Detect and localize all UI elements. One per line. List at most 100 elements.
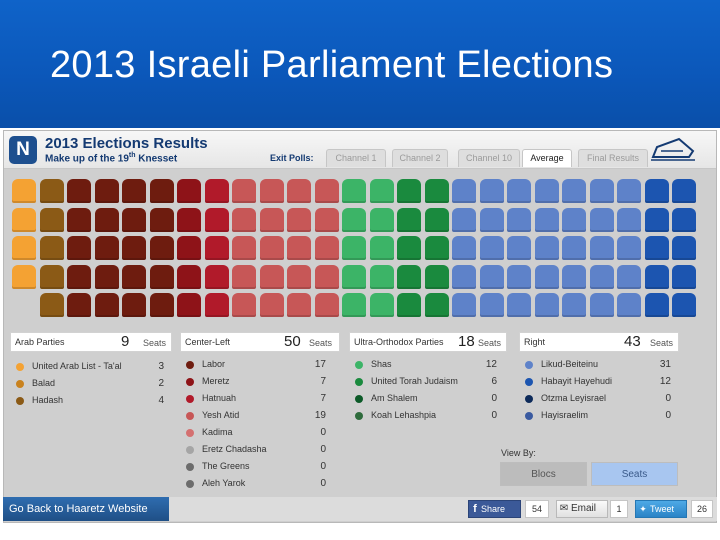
seat — [370, 265, 394, 289]
party-color-dot — [186, 412, 194, 420]
seat — [480, 179, 504, 203]
party-color-dot — [525, 395, 533, 403]
party-row: Labor 17 — [180, 357, 340, 373]
seat — [150, 293, 174, 317]
seat — [287, 208, 311, 232]
seat — [232, 236, 256, 260]
party-seats: 0 — [665, 410, 671, 421]
seat — [507, 179, 531, 203]
bottom-bar: Go Back to Haaretz Website f Share 54 ✉ Em… — [3, 497, 717, 521]
seat — [507, 293, 531, 317]
tab-channel-1[interactable]: Channel 1 — [326, 149, 386, 167]
seat — [672, 265, 696, 289]
seat — [177, 179, 201, 203]
seat — [232, 179, 256, 203]
party-name: Labor — [202, 359, 226, 369]
party-color-dot — [186, 480, 194, 488]
seat — [150, 179, 174, 203]
party-name: Am Shalem — [371, 393, 418, 403]
seat — [95, 208, 119, 232]
seat — [205, 265, 229, 289]
seat — [535, 208, 559, 232]
seat — [590, 236, 614, 260]
seat — [397, 236, 421, 260]
exit-polls-label: Exit Polls: — [270, 153, 314, 163]
party-color-dot — [186, 429, 194, 437]
party-color-dot — [186, 463, 194, 471]
party-seats: 0 — [320, 444, 326, 455]
seat — [177, 236, 201, 260]
seat — [315, 208, 339, 232]
party-color-dot — [355, 395, 363, 403]
seat — [425, 179, 449, 203]
seat-grid — [12, 179, 712, 321]
seat — [287, 236, 311, 260]
seat — [260, 179, 284, 203]
party-row: Eretz Chadasha 0 — [180, 442, 340, 458]
party-name: Meretz — [202, 376, 230, 386]
seat — [12, 179, 36, 203]
seat — [452, 293, 476, 317]
seat — [342, 236, 366, 260]
seat — [260, 208, 284, 232]
seat — [617, 293, 641, 317]
view-by-label: View By: — [501, 448, 536, 458]
party-color-dot — [186, 378, 194, 386]
party-row: Shas 12 — [349, 357, 507, 373]
seat — [177, 293, 201, 317]
seat — [205, 236, 229, 260]
tab-final-results[interactable]: Final Results — [578, 149, 648, 167]
email-button[interactable]: ✉ Email — [556, 500, 608, 518]
party-row: United Torah Judaism 6 — [349, 374, 507, 390]
seat — [590, 265, 614, 289]
party-name: The Greens — [202, 461, 250, 471]
party-seats: 12 — [659, 376, 671, 387]
back-to-haaretz-button[interactable]: Go Back to Haaretz Website — [3, 497, 169, 521]
party-name: Koah Lehashpia — [371, 410, 437, 420]
seat — [370, 293, 394, 317]
party-name: United Torah Judaism — [371, 376, 458, 386]
tweet-label: Tweet — [650, 504, 675, 514]
party-color-dot — [16, 363, 24, 371]
seat — [95, 265, 119, 289]
party-name: Kadima — [202, 427, 233, 437]
party-name: Hatnuah — [202, 393, 237, 403]
party-color-dot — [186, 395, 194, 403]
tab-channel-2[interactable]: Channel 2 — [392, 149, 448, 167]
seat — [177, 208, 201, 232]
facebook-share-button[interactable]: f Share — [468, 500, 521, 518]
seat — [645, 236, 669, 260]
seat — [645, 179, 669, 203]
view-by-seats-button[interactable]: Seats — [591, 462, 678, 486]
seat — [397, 293, 421, 317]
twitter-bird-icon: ✦ — [639, 504, 647, 514]
slide-title: 2013 Israeli Parliament Elections — [50, 44, 614, 86]
seat — [122, 265, 146, 289]
app-subtitle-suffix: Knesset — [135, 153, 178, 165]
party-row: Likud-Beiteinu 31 — [519, 357, 679, 373]
seat — [95, 179, 119, 203]
email-label: Email — [571, 503, 597, 514]
panel-total: 18 — [458, 333, 475, 350]
tab-channel-10[interactable]: Channel 10 — [458, 149, 520, 167]
party-color-dot — [186, 446, 194, 454]
party-row: Meretz 7 — [180, 374, 340, 390]
party-name: Aleh Yarok — [202, 478, 246, 488]
seat — [260, 265, 284, 289]
seat — [645, 293, 669, 317]
party-seats: 0 — [491, 410, 497, 421]
party-row: Balad 2 — [10, 376, 172, 392]
seat — [672, 208, 696, 232]
tweet-button[interactable]: ✦ Tweet — [635, 500, 687, 518]
view-by-blocs-button[interactable]: Blocs — [500, 462, 587, 486]
seat — [617, 236, 641, 260]
tab-average[interactable]: Average — [522, 149, 572, 167]
party-seats: 7 — [320, 393, 326, 404]
panel-name: Right — [524, 337, 546, 347]
envelope-icon: ✉ — [559, 503, 569, 514]
seat — [370, 208, 394, 232]
party-name: Habayit Hayehudi — [541, 376, 613, 386]
seat — [672, 179, 696, 203]
seat — [150, 208, 174, 232]
slide-header: 2013 Israeli Parliament Elections — [0, 0, 720, 128]
